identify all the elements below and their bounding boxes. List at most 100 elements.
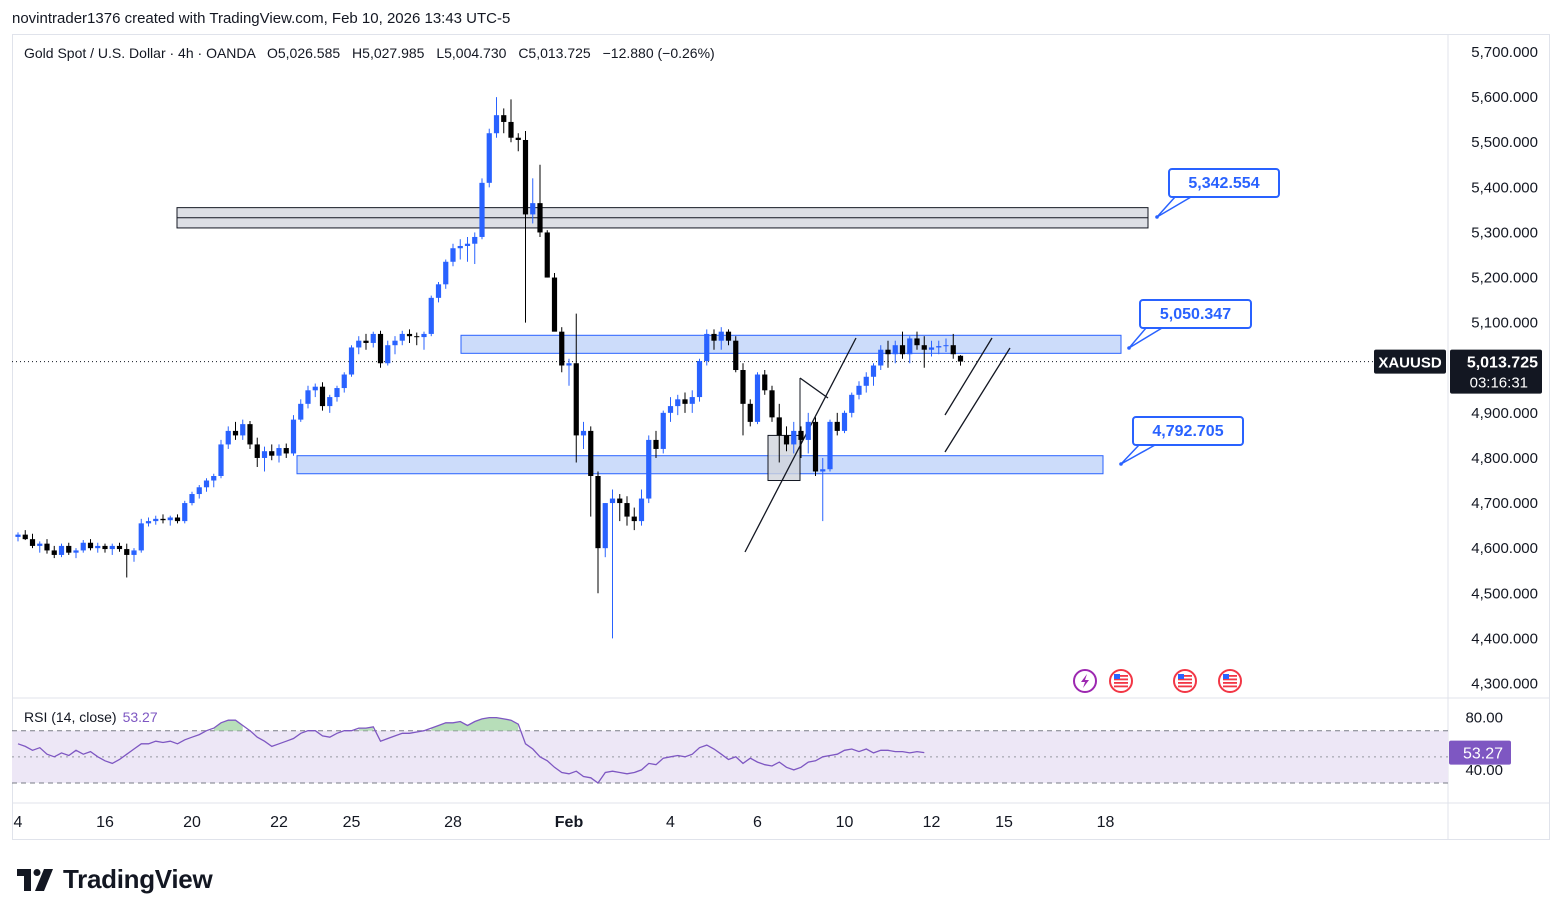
time-tick-label: 18 xyxy=(1097,814,1115,831)
candle-body xyxy=(341,374,347,389)
candle-body xyxy=(776,417,782,436)
candle-body xyxy=(377,333,384,364)
callout-anchor-dot xyxy=(1119,462,1123,466)
candle-body xyxy=(240,424,246,436)
candle-body xyxy=(73,550,79,553)
price-tick-label: 5,300.000 xyxy=(1471,224,1538,241)
candle-body xyxy=(406,333,413,337)
candle-body xyxy=(907,338,913,355)
candle-body xyxy=(269,451,275,456)
tradingview-logo-icon xyxy=(17,868,53,891)
time-tick-label: 12 xyxy=(923,814,941,831)
rsi-overbought-fill xyxy=(431,717,519,731)
candle-body xyxy=(921,345,927,350)
candle-body xyxy=(660,412,666,449)
flag-canton xyxy=(1223,674,1229,679)
candle-body xyxy=(298,403,304,420)
candle-body xyxy=(457,245,463,249)
rsi-value: 53.27 xyxy=(122,709,158,725)
flag-stripe xyxy=(1223,675,1237,677)
legend-symbol: Gold Spot / U.S. Dollar · 4h · OANDA xyxy=(24,45,256,61)
candle-body xyxy=(638,498,645,522)
price-tick-label: 5,200.000 xyxy=(1471,270,1538,287)
price-tick-label: 4,500.000 xyxy=(1471,585,1538,602)
candle-body xyxy=(486,133,492,183)
candle-body xyxy=(841,412,848,431)
candle-body xyxy=(145,521,152,524)
attribution-text: novintrader1376 created with TradingView… xyxy=(12,10,511,27)
candle-body xyxy=(595,476,601,549)
candle-body xyxy=(167,517,173,521)
rsi-band xyxy=(12,730,1448,783)
legend-close: C5,013.725 xyxy=(518,45,591,61)
candle-body xyxy=(153,518,159,522)
candle-body xyxy=(80,542,86,551)
candle-body xyxy=(363,340,369,343)
symbol-legend[interactable]: Gold Spot / U.S. Dollar · 4h · OANDA O5,… xyxy=(24,45,715,61)
footer-logo[interactable]: TradingView xyxy=(17,864,213,895)
callout-anchor-dot xyxy=(1155,215,1159,219)
us-flag-icon xyxy=(1173,669,1197,693)
candle-body xyxy=(247,424,253,445)
candle-body xyxy=(276,448,282,456)
candle-body xyxy=(834,421,840,431)
symbol-badge xyxy=(1374,349,1446,374)
legend-high: H5,027.985 xyxy=(352,45,425,61)
price-tick-label: 4,800.000 xyxy=(1471,450,1538,467)
flag-stripe xyxy=(1178,678,1192,681)
price-tick-label: 4,600.000 xyxy=(1471,540,1538,557)
candle-body xyxy=(740,370,746,404)
flag-stripe xyxy=(1223,682,1237,684)
rsi-label: RSI (14, close) xyxy=(24,709,117,725)
callout-box xyxy=(1139,299,1252,329)
candle-body xyxy=(95,545,101,549)
candle-body xyxy=(392,340,398,346)
candle-body xyxy=(667,406,674,413)
rsi-tick-label: 40.00 xyxy=(1465,762,1503,779)
candle-body xyxy=(66,545,72,553)
candle-body xyxy=(182,503,188,522)
candle-body xyxy=(885,349,891,355)
flag-canton xyxy=(1114,674,1120,679)
flag-stripe xyxy=(1223,685,1237,688)
candle-body xyxy=(356,340,362,348)
candle-body xyxy=(305,390,311,404)
candle-body xyxy=(580,430,587,436)
candle-body xyxy=(899,345,906,355)
candle-body xyxy=(211,476,217,481)
candle-body xyxy=(522,139,529,215)
candle-body xyxy=(443,261,449,285)
candle-body xyxy=(798,430,804,440)
candle-body xyxy=(653,439,659,449)
candle-body xyxy=(725,331,732,341)
candle-body xyxy=(218,444,224,476)
candle-body xyxy=(37,543,43,546)
callout-label: 4,792.705 xyxy=(1152,423,1223,440)
footer-brand: TradingView xyxy=(63,864,213,894)
callout-label: 5,050.347 xyxy=(1160,306,1231,323)
flag-stripe xyxy=(1178,675,1192,677)
flag-canton xyxy=(1178,674,1184,679)
candle-body xyxy=(754,374,761,422)
candle-body xyxy=(312,386,318,391)
candle-body xyxy=(501,115,507,122)
us-flag-icon xyxy=(1109,669,1133,693)
candle-body xyxy=(160,518,166,521)
rsi-legend[interactable]: RSI (14, close) 53.27 xyxy=(24,709,158,725)
candle-body xyxy=(530,203,536,215)
candle-body xyxy=(414,336,420,338)
callout-pointer xyxy=(1120,444,1156,465)
candle-body xyxy=(878,349,884,366)
candle-body xyxy=(588,430,594,476)
flag-stripe xyxy=(1178,685,1192,688)
flag-stripe xyxy=(1178,682,1192,684)
price-tick-label: 5,100.000 xyxy=(1471,315,1538,332)
time-tick-label: 28 xyxy=(444,814,462,831)
candle-body xyxy=(631,516,637,522)
candle-body xyxy=(327,397,333,407)
symbol-badge-text: XAUUSD xyxy=(1378,355,1442,372)
legend-change: −12.880 (−0.26%) xyxy=(602,45,715,61)
candle-body xyxy=(914,338,920,346)
candle-body xyxy=(174,517,181,522)
